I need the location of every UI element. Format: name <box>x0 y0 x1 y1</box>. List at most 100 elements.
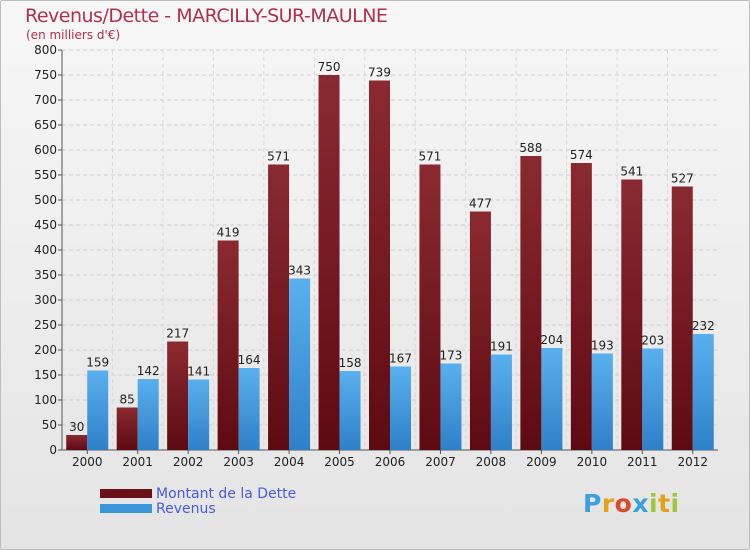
bar-dette <box>268 164 290 450</box>
x-tick-label: 2008 <box>476 455 507 469</box>
data-label-dette: 85 <box>120 393 135 407</box>
legend-item-dette: Montant de la Dette <box>100 485 297 502</box>
bar-dette <box>116 407 138 450</box>
data-labels: 30 159 85 142 217 141 419 164 571 343 750 158 739 167… <box>69 60 715 434</box>
logo-letter: r <box>601 489 615 518</box>
bar-revenus <box>289 278 311 450</box>
x-tick-label: 2009 <box>526 455 557 469</box>
data-label-dette: 750 <box>318 60 341 74</box>
y-tick-label: 750 <box>34 68 57 82</box>
bar-dette <box>369 80 390 450</box>
x-tick-label: 2005 <box>324 455 355 469</box>
y-tick-label: 50 <box>42 418 57 432</box>
logo-letter: P <box>583 489 602 518</box>
data-label-revenus: 173 <box>440 349 463 363</box>
x-tick-label: 2007 <box>425 455 456 469</box>
y-tick-label: 600 <box>34 143 57 157</box>
data-label-revenus: 343 <box>288 264 311 278</box>
legend-label-dette: Montant de la Dette <box>156 485 297 502</box>
logo-letter: i <box>649 489 659 518</box>
bar-dette <box>318 75 340 450</box>
bar-revenus <box>440 363 462 450</box>
bar-revenus <box>137 379 159 450</box>
logo-letter: i <box>670 489 680 518</box>
data-label-revenus: 232 <box>692 319 715 333</box>
data-label-dette: 571 <box>267 150 290 164</box>
y-tick-label: 500 <box>34 193 57 207</box>
bar-revenus <box>591 353 613 450</box>
bar-revenus <box>238 368 260 450</box>
y-tick-label: 300 <box>34 293 57 307</box>
legend-swatch-revenus <box>100 504 152 513</box>
data-label-dette: 541 <box>620 165 643 179</box>
data-label-revenus: 191 <box>490 340 513 354</box>
x-tick-label: 2010 <box>577 455 608 469</box>
data-label-dette: 527 <box>671 172 694 186</box>
bar-revenus <box>490 354 512 450</box>
bar-revenus <box>541 348 563 450</box>
axes: 0 50 100 150 200 250 300 350 400 450 500 550 600 650 7… <box>34 43 718 469</box>
x-tick-label: 2002 <box>173 455 204 469</box>
data-label-dette: 588 <box>519 141 542 155</box>
y-tick-label: 350 <box>34 268 57 282</box>
chart-subtitle: (en milliers d'€) <box>26 28 121 42</box>
x-tick-label: 2003 <box>223 455 254 469</box>
logo-letter: x <box>632 489 649 518</box>
y-tick-label: 250 <box>34 318 57 332</box>
legend-swatch-dette <box>100 489 152 498</box>
data-label-dette: 571 <box>419 150 442 164</box>
bar-dette <box>520 156 542 450</box>
x-tick-label: 2012 <box>677 455 708 469</box>
bar-dette <box>469 211 491 450</box>
logo-letter: o <box>614 489 633 518</box>
data-label-revenus: 167 <box>389 352 412 366</box>
data-label-revenus: 159 <box>86 356 109 370</box>
x-tick-label: 2011 <box>627 455 658 469</box>
logo-letter: t <box>658 489 671 518</box>
data-label-dette: 574 <box>570 148 593 162</box>
data-label-revenus: 204 <box>540 333 563 347</box>
bar-dette <box>419 164 441 450</box>
data-label-revenus: 141 <box>187 365 210 379</box>
legend: Montant de la Dette Revenus <box>100 485 297 517</box>
bar-revenus <box>390 366 411 450</box>
y-tick-label: 200 <box>34 343 57 357</box>
grid-lines <box>62 49 718 451</box>
bar-dette <box>217 240 239 450</box>
bars <box>66 75 714 450</box>
data-label-dette: 477 <box>469 197 492 211</box>
legend-label-revenus: Revenus <box>156 500 216 517</box>
data-label-revenus: 158 <box>339 356 362 370</box>
x-tick-label: 2001 <box>122 455 153 469</box>
x-tick-label: 2006 <box>375 455 406 469</box>
legend-item-revenus: Revenus <box>100 500 296 517</box>
y-tick-label: 150 <box>34 368 57 382</box>
y-tick-label: 450 <box>34 218 57 232</box>
data-label-revenus: 203 <box>641 334 664 348</box>
x-tick-label: 2000 <box>72 455 103 469</box>
data-label-dette: 419 <box>217 226 240 240</box>
bar-revenus <box>339 371 361 450</box>
y-tick-label: 700 <box>34 93 57 107</box>
y-tick-label: 0 <box>49 443 57 457</box>
data-label-revenus: 164 <box>238 353 261 367</box>
bar-revenus <box>188 379 210 450</box>
data-label-revenus: 142 <box>137 364 160 378</box>
bar-dette <box>570 163 592 450</box>
data-label-dette: 217 <box>166 327 189 341</box>
bar-dette <box>66 435 88 450</box>
y-tick-label: 550 <box>34 168 57 182</box>
x-tick-label: 2004 <box>274 455 305 469</box>
y-tick-label: 400 <box>34 243 57 257</box>
proxiti-logo: Proxiti <box>583 489 680 518</box>
bar-dette <box>621 179 643 450</box>
chart-title: Revenus/Dette - MARCILLY-SUR-MAULNE <box>25 5 388 27</box>
data-label-dette: 30 <box>69 420 84 434</box>
bar-revenus <box>692 334 714 450</box>
data-label-revenus: 193 <box>591 339 614 353</box>
bar-revenus <box>642 348 664 450</box>
y-tick-label: 800 <box>34 43 57 57</box>
data-label-dette: 739 <box>368 66 391 80</box>
bar-revenus <box>87 370 109 450</box>
